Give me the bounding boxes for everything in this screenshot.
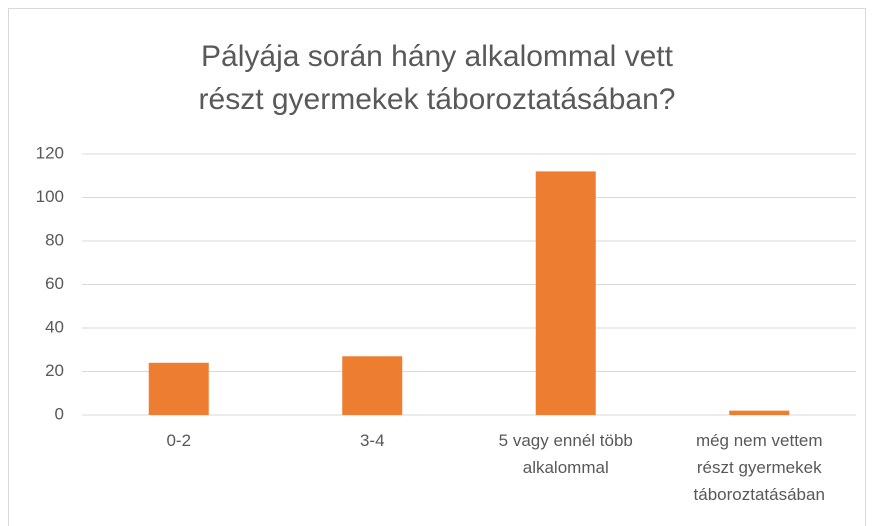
bar [535, 171, 596, 415]
chart-title: Pályája során hány alkalommal vett részt… [198, 40, 676, 116]
y-tick-label: 40 [45, 317, 64, 336]
x-tick-label: még nem vettem részt gyermekek táborozta… [693, 431, 825, 504]
y-tick-label: 60 [45, 274, 64, 293]
bar [342, 356, 403, 415]
x-tick-label: 3-4 [359, 431, 385, 450]
y-tick-label: 120 [36, 143, 64, 162]
x-tick-label: 0-2 [166, 431, 192, 450]
chart-frame [8, 8, 866, 526]
bar [148, 362, 209, 415]
y-tick-label: 20 [45, 361, 64, 380]
y-tick-label: 0 [55, 404, 64, 423]
y-tick-label: 100 [36, 187, 64, 206]
y-tick-label: 80 [45, 230, 64, 249]
x-tick-label: 5 vagy ennél több alkalommal [498, 431, 633, 477]
bar [729, 410, 790, 415]
title-box: Pályája során hány alkalommal vett részt… [198, 40, 676, 116]
